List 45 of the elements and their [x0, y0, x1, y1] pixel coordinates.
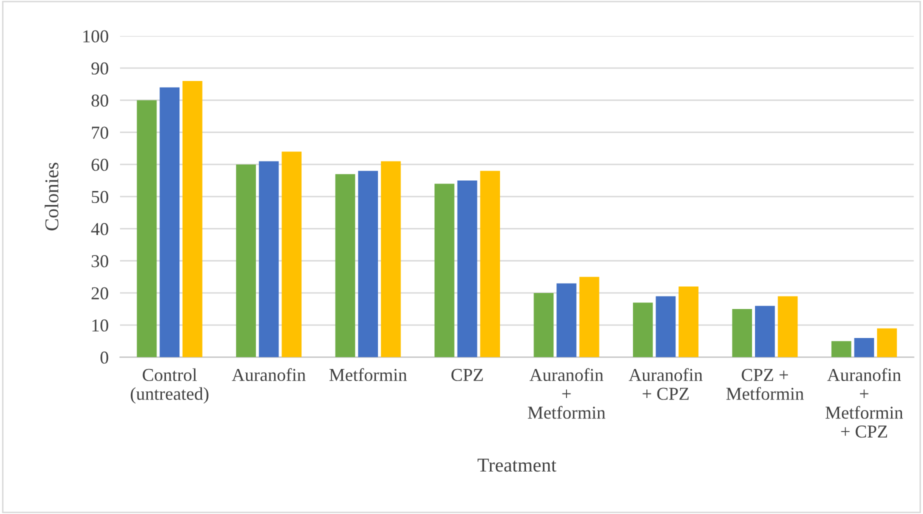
bar: [258, 161, 279, 358]
bar: [755, 306, 775, 358]
bar: [457, 180, 478, 358]
bar: [732, 309, 752, 358]
bar: [282, 152, 302, 358]
x-tick-label: Auranofin + Metformin + CPZ: [826, 368, 903, 438]
bar: [556, 283, 576, 358]
y-tick-label: 60: [92, 158, 108, 171]
y-tick-label: 90: [91, 62, 108, 75]
bar: [335, 174, 356, 358]
x-tick-label: CPZ: [451, 368, 483, 382]
bar: [854, 338, 874, 358]
x-tick-label: Auranofin + CPZ: [628, 368, 703, 400]
bar: [579, 276, 600, 358]
bar: [534, 292, 554, 358]
bar: [136, 100, 157, 358]
y-tick-label: 100: [83, 30, 108, 42]
y-tick-label: 30: [92, 255, 108, 268]
bar: [160, 87, 180, 358]
bar: [434, 184, 454, 358]
bar: [182, 80, 202, 358]
x-tick-label: Control (untreated): [130, 368, 208, 404]
y-tick-label: 10: [92, 319, 108, 332]
bar: [632, 302, 653, 358]
bar: [656, 296, 676, 358]
y-tick-label: 70: [92, 126, 108, 139]
x-tick-label: Metformin: [329, 368, 407, 382]
bar: [877, 328, 897, 358]
bar: [380, 161, 401, 358]
y-tick-label: 0: [100, 351, 108, 364]
bar: [778, 296, 798, 358]
bar: [236, 164, 256, 358]
x-tick-label: Auranofin + Metformin: [528, 368, 606, 419]
bar: [358, 170, 378, 358]
y-tick-label: 80: [92, 94, 108, 107]
y-tick-label: 50: [92, 190, 108, 204]
bar: [831, 341, 852, 358]
y-tick-label: 20: [92, 287, 108, 300]
x-tick-label: Auranofin: [232, 368, 306, 382]
x-tick-label: CPZ + Metformin: [726, 368, 804, 400]
bar: [480, 170, 500, 358]
x-axis-title: Treatment: [478, 458, 556, 472]
y-tick-label: 40: [91, 222, 108, 236]
y-axis-title: Colonies: [44, 162, 58, 230]
bar: [678, 286, 698, 358]
